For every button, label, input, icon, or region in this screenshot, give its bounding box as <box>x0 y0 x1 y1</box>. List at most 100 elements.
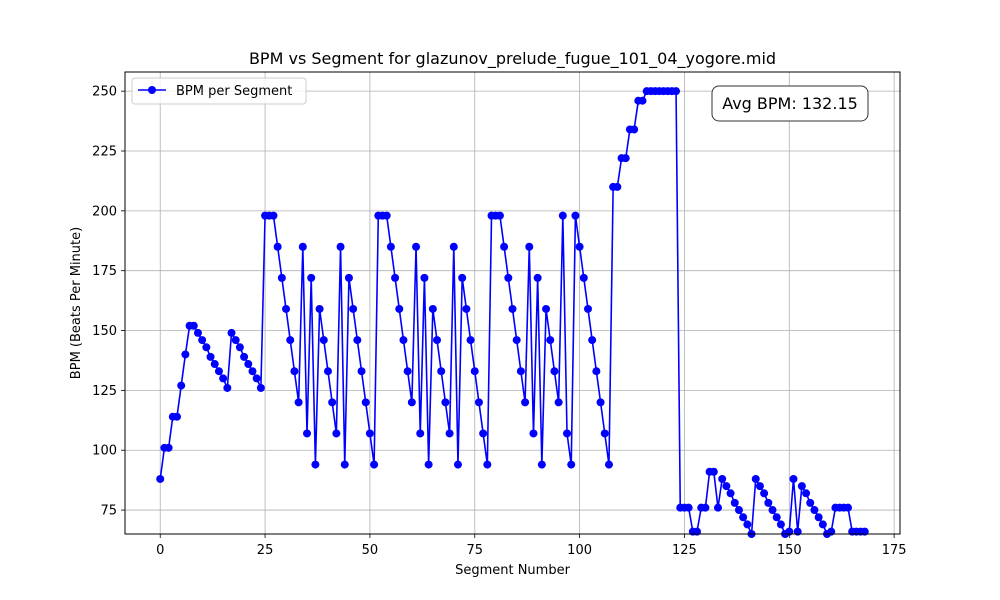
data-point <box>391 273 400 282</box>
data-point <box>286 336 295 345</box>
data-point <box>537 460 546 469</box>
x-tick-label: 25 <box>257 543 274 558</box>
data-point <box>525 242 534 251</box>
data-point <box>235 343 244 352</box>
avg-bpm-text: Avg BPM: 132.15 <box>722 94 858 113</box>
data-point <box>240 352 249 361</box>
data-point <box>437 367 446 376</box>
data-point <box>458 273 467 282</box>
data-point <box>328 398 337 407</box>
data-point <box>638 96 647 105</box>
data-point <box>504 273 513 282</box>
data-point <box>533 273 542 282</box>
data-point <box>282 304 291 313</box>
data-point <box>797 482 806 491</box>
data-point <box>386 242 395 251</box>
data-point <box>370 460 379 469</box>
data-point <box>554 398 563 407</box>
data-point <box>772 513 781 522</box>
data-point <box>529 429 538 438</box>
data-point <box>500 242 509 251</box>
data-point <box>298 242 307 251</box>
data-point <box>550 367 559 376</box>
data-point <box>739 513 748 522</box>
data-point <box>340 460 349 469</box>
data-point <box>173 412 181 421</box>
data-point <box>844 503 852 512</box>
data-point <box>202 343 211 352</box>
data-point <box>621 154 630 163</box>
data-point <box>332 429 341 438</box>
data-point <box>248 367 257 376</box>
chart-title: BPM vs Segment for glazunov_prelude_fugu… <box>249 49 776 69</box>
data-point <box>357 367 366 376</box>
data-point <box>592 367 601 376</box>
data-point <box>177 381 186 390</box>
y-tick-label: 250 <box>92 85 117 100</box>
data-point <box>600 429 609 438</box>
data-point <box>420 273 429 282</box>
y-tick-label: 100 <box>92 444 117 459</box>
grid-lines <box>125 72 900 534</box>
data-point <box>730 498 739 507</box>
data-point <box>751 474 760 483</box>
data-point <box>433 336 442 345</box>
data-point <box>416 429 425 438</box>
data-point <box>441 398 450 407</box>
data-point <box>181 350 190 359</box>
x-tick-label: 0 <box>156 543 164 558</box>
data-point <box>768 506 777 515</box>
data-point <box>508 304 517 313</box>
data-point <box>399 336 408 345</box>
x-tick-label: 100 <box>567 543 592 558</box>
legend-label: BPM per Segment <box>176 84 292 99</box>
data-point <box>449 242 458 251</box>
data-point <box>764 498 773 507</box>
x-tick-label: 125 <box>672 543 697 558</box>
data-point <box>709 467 718 476</box>
data-point <box>156 474 165 483</box>
data-point <box>789 474 798 483</box>
data-point <box>412 242 421 251</box>
data-point <box>349 304 358 313</box>
data-point <box>596 398 605 407</box>
y-tick-label: 225 <box>92 144 117 159</box>
y-axis-label: BPM (Beats Per Minute) <box>69 227 84 379</box>
data-point <box>567 460 576 469</box>
data-point <box>722 482 731 491</box>
data-point <box>219 374 228 383</box>
data-point <box>256 383 265 392</box>
data-point <box>294 398 303 407</box>
data-point <box>290 367 299 376</box>
legend-marker-swatch <box>148 86 156 94</box>
data-point <box>806 498 815 507</box>
data-point <box>210 360 219 369</box>
data-point <box>466 336 475 345</box>
data-point <box>718 474 727 483</box>
data-point <box>206 352 215 361</box>
data-point <box>814 513 823 522</box>
data-point <box>198 336 207 345</box>
x-axis-label: Segment Number <box>455 563 571 578</box>
data-point <box>726 489 735 498</box>
data-point <box>323 367 332 376</box>
data-point <box>575 242 584 251</box>
data-point <box>424 460 433 469</box>
data-point <box>521 398 530 407</box>
data-point <box>311 460 320 469</box>
data-point <box>365 429 374 438</box>
data-point <box>252 374 261 383</box>
data-point <box>701 503 710 512</box>
data-point <box>164 443 173 452</box>
data-point <box>713 503 722 512</box>
data-point <box>428 304 437 313</box>
data-point <box>407 398 416 407</box>
legend: BPM per Segment <box>131 77 307 105</box>
data-point <box>546 336 555 345</box>
data-point <box>734 506 743 515</box>
data-point <box>445 429 454 438</box>
data-point <box>193 328 202 337</box>
data-point <box>462 304 471 313</box>
